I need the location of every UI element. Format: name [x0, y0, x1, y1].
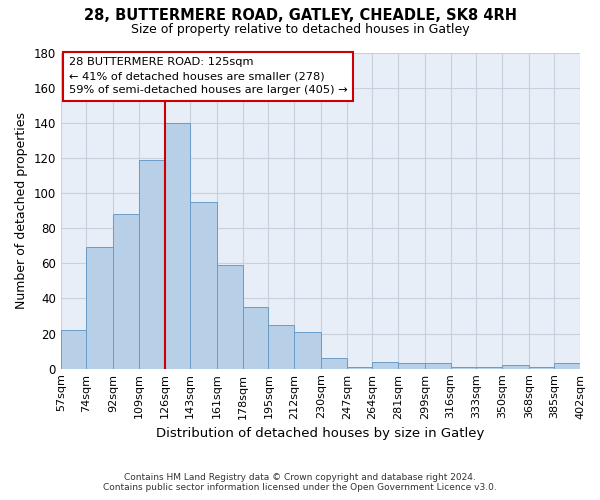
Bar	[61, 330, 86, 368]
Bar	[86, 248, 113, 368]
Bar	[398, 364, 425, 368]
Bar	[502, 365, 529, 368]
Bar	[554, 364, 580, 368]
Bar	[321, 358, 347, 368]
Bar	[373, 362, 398, 368]
Bar	[268, 325, 294, 368]
Bar	[139, 160, 164, 368]
Bar	[451, 367, 476, 368]
Bar	[294, 332, 321, 368]
Text: 28 BUTTERMERE ROAD: 125sqm
← 41% of detached houses are smaller (278)
59% of sem: 28 BUTTERMERE ROAD: 125sqm ← 41% of deta…	[68, 57, 347, 95]
Bar	[425, 364, 451, 368]
X-axis label: Distribution of detached houses by size in Gatley: Distribution of detached houses by size …	[156, 427, 485, 440]
Bar	[217, 265, 243, 368]
Text: 28, BUTTERMERE ROAD, GATLEY, CHEADLE, SK8 4RH: 28, BUTTERMERE ROAD, GATLEY, CHEADLE, SK…	[83, 8, 517, 22]
Bar	[113, 214, 139, 368]
Bar	[476, 367, 502, 368]
Text: Size of property relative to detached houses in Gatley: Size of property relative to detached ho…	[131, 22, 469, 36]
Bar	[164, 123, 190, 368]
Bar	[190, 202, 217, 368]
Bar	[243, 307, 268, 368]
Bar	[347, 367, 373, 368]
Bar	[529, 367, 554, 368]
Y-axis label: Number of detached properties: Number of detached properties	[15, 112, 28, 309]
Text: Contains HM Land Registry data © Crown copyright and database right 2024.
Contai: Contains HM Land Registry data © Crown c…	[103, 473, 497, 492]
